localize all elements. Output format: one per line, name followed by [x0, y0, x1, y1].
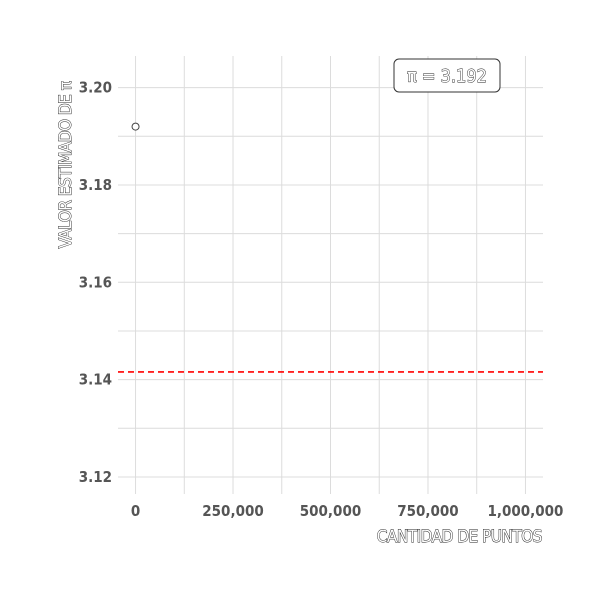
x-tick-label: 750,000 — [397, 502, 458, 520]
x-tick-label: 1,000,000 — [487, 502, 563, 520]
data-point — [131, 122, 140, 131]
annotation-text: π = 3.192 — [407, 66, 487, 87]
x-axis-ticks: 0 250,000 500,000 750,000 1,000,000 — [131, 502, 564, 520]
y-axis-ticks: 3.12 3.14 3.16 3.18 3.20 — [79, 79, 112, 486]
pi-estimate-annotation: π = 3.192 — [393, 58, 501, 93]
y-tick-label: 3.18 — [79, 176, 112, 194]
x-tick-label: 250,000 — [202, 502, 263, 520]
grid — [118, 56, 543, 494]
y-axis-title: VALOR ESTIMADO DE π — [56, 81, 76, 248]
annotation-box — [393, 58, 501, 93]
y-tick-label: 3.16 — [79, 273, 112, 291]
x-tick-label: 500,000 — [300, 502, 361, 520]
x-tick-label: 0 — [131, 502, 140, 520]
y-tick-label: 3.20 — [79, 79, 112, 97]
x-axis-title: CANTIDAD DE PUNTOS — [377, 527, 542, 547]
y-tick-label: 3.14 — [79, 371, 112, 389]
points-layer — [131, 122, 140, 131]
y-tick-label: 3.12 — [79, 468, 112, 486]
